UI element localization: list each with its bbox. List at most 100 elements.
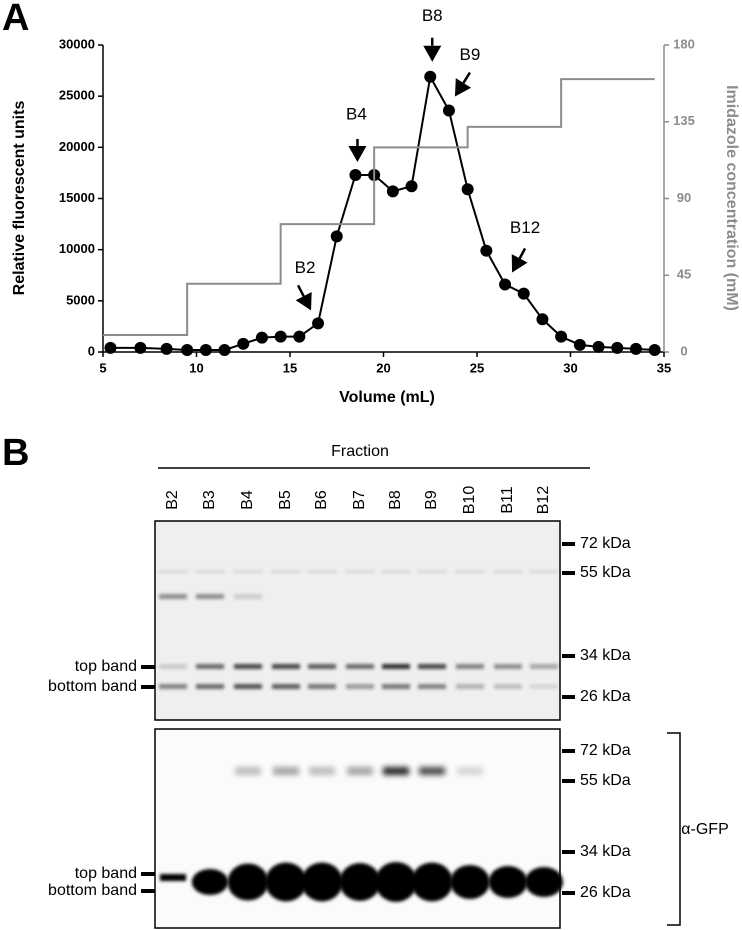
lane-label: B2: [164, 490, 181, 510]
gel-bands: [158, 570, 563, 902]
gel-band: [273, 767, 299, 775]
y2-tick-label: 0: [680, 343, 687, 358]
gel-band: [383, 767, 409, 775]
annotation-arrow: [462, 71, 472, 84]
data-point: [218, 343, 231, 356]
gel-band: [234, 594, 262, 599]
lane-label: B10: [461, 486, 478, 515]
data-point: [573, 338, 586, 351]
annotation: B2: [295, 258, 316, 277]
marker-label: 26 kDa: [580, 688, 631, 705]
data-point: [293, 330, 306, 343]
gel-band: [308, 664, 336, 669]
annotation-arrowhead: [295, 291, 312, 311]
data-point: [592, 340, 605, 353]
data-point: [330, 230, 343, 243]
gel-band: [381, 570, 411, 573]
y2-tick-label: 90: [677, 190, 691, 205]
gel-band: [271, 570, 301, 573]
data-point: [536, 313, 549, 326]
gel-band: [234, 684, 262, 689]
series-line: [103, 78, 655, 336]
y-tick-label: 5000: [66, 292, 95, 307]
gel-band: [418, 664, 446, 669]
lane-label: B7: [351, 490, 368, 510]
gel-band: [488, 866, 528, 898]
data-point: [134, 341, 147, 354]
gel-band: [195, 570, 225, 573]
y2-tick-label: 180: [673, 36, 695, 51]
marker-label: 55 kDa: [580, 564, 631, 581]
data-point: [237, 337, 250, 350]
marker-label: 72 kDa: [580, 535, 631, 552]
data-point: [555, 330, 568, 343]
gel-band: [265, 862, 307, 902]
annotation: B9: [460, 45, 481, 64]
series-line: [110, 73, 655, 351]
band-label: top band: [75, 865, 137, 882]
gel-band: [417, 570, 447, 573]
gel-band: [382, 684, 410, 689]
gel-band: [196, 594, 224, 599]
lane-label: B4: [239, 490, 256, 510]
marker-label: 26 kDa: [580, 884, 631, 901]
gel-band: [418, 684, 446, 689]
lane-label: B5: [277, 490, 294, 510]
data-point: [312, 317, 325, 330]
data-point: [104, 341, 117, 354]
gel-band: [160, 874, 186, 881]
marker-label: 72 kDa: [580, 742, 631, 759]
gel-band: [309, 767, 335, 775]
y-tick-label: 30000: [59, 36, 95, 51]
gel-band: [455, 570, 485, 573]
gel-band: [196, 684, 224, 689]
antibody-label: α-GFP: [681, 821, 728, 838]
x-tick-label: 20: [376, 360, 390, 375]
y-tick-label: 20000: [59, 139, 95, 154]
gel-band: [233, 570, 263, 573]
lane-label: B8: [387, 490, 404, 510]
x-tick-label: 10: [189, 360, 203, 375]
x-tick-label: 25: [470, 360, 484, 375]
data-point: [648, 343, 661, 356]
annotation-arrowhead: [423, 45, 442, 62]
annotation: B4: [346, 104, 367, 123]
marker-label: 34 kDa: [580, 647, 631, 664]
gel-band: [308, 684, 336, 689]
annotation-arrow: [518, 247, 527, 259]
gel-band: [196, 664, 224, 669]
data-point: [629, 342, 642, 355]
gel-band: [159, 594, 187, 599]
gel-band: [494, 664, 522, 669]
gel-band: [419, 767, 445, 775]
gel-band: [339, 863, 381, 901]
fraction-title: Fraction: [331, 443, 389, 460]
gel-band: [347, 767, 373, 775]
lane-label: B12: [535, 486, 552, 515]
x-axis-label: Volume (mL): [339, 389, 435, 406]
gel-band: [345, 570, 375, 573]
gel-band: [525, 867, 563, 897]
gel-band: [234, 664, 262, 669]
data-point: [405, 180, 418, 193]
x-tick-label: 30: [563, 360, 577, 375]
panel-label: B: [2, 432, 29, 474]
gel-band: [457, 767, 483, 775]
marker-label: 55 kDa: [580, 772, 631, 789]
gel-band: [272, 664, 300, 669]
annotation-arrow: [296, 284, 305, 297]
data-point: [517, 287, 530, 300]
lane-label: B6: [313, 490, 330, 510]
band-label: bottom band: [48, 678, 137, 695]
lane-label: B11: [499, 486, 516, 513]
gel-band: [530, 664, 558, 669]
data-point: [349, 168, 362, 181]
data-point: [424, 70, 437, 83]
y-axis-label: Relative fluorescent units: [11, 101, 28, 296]
gel-band: [272, 684, 300, 689]
data-point: [611, 341, 624, 354]
annotation-arrowhead: [511, 254, 528, 273]
gel-band: [346, 684, 374, 689]
